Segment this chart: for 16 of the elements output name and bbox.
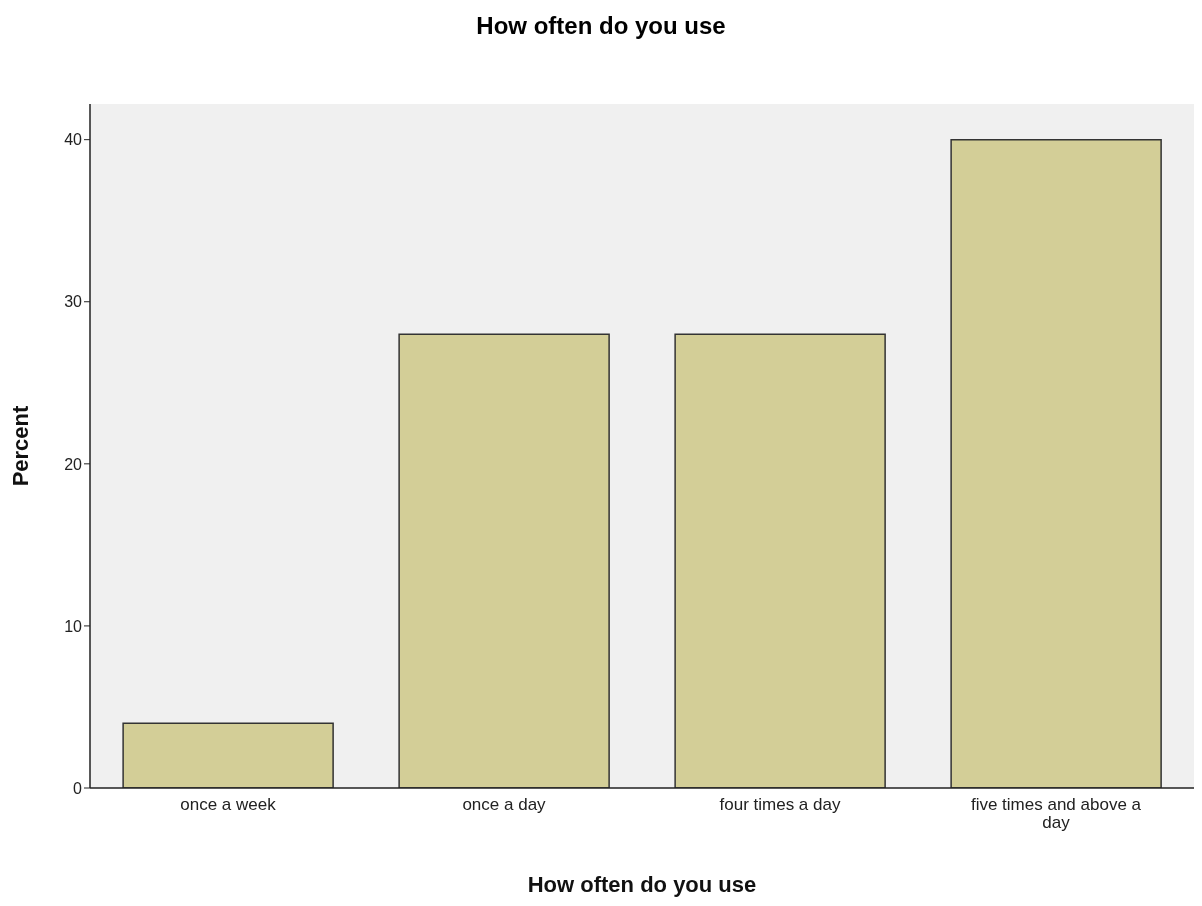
y-tick-label: 20 bbox=[64, 455, 83, 473]
bar bbox=[674, 333, 886, 788]
y-tick-label: 10 bbox=[64, 617, 83, 635]
y-axis-title: Percent bbox=[7, 404, 33, 487]
x-tick-label: four times a day bbox=[719, 795, 841, 814]
y-tick-label: 30 bbox=[64, 293, 83, 311]
bar bbox=[122, 722, 334, 788]
x-tick-label: once a week bbox=[180, 795, 277, 814]
x-tick-label: once a day bbox=[462, 795, 547, 814]
bar bbox=[398, 333, 610, 788]
y-tick-label: 0 bbox=[73, 779, 83, 797]
y-tick-label: 40 bbox=[64, 131, 83, 149]
x-tick-label: five times and above a day bbox=[970, 795, 1142, 832]
bar bbox=[950, 138, 1162, 788]
chart-title: How often do you use bbox=[475, 11, 727, 41]
x-axis-title: How often do you use bbox=[527, 872, 757, 897]
